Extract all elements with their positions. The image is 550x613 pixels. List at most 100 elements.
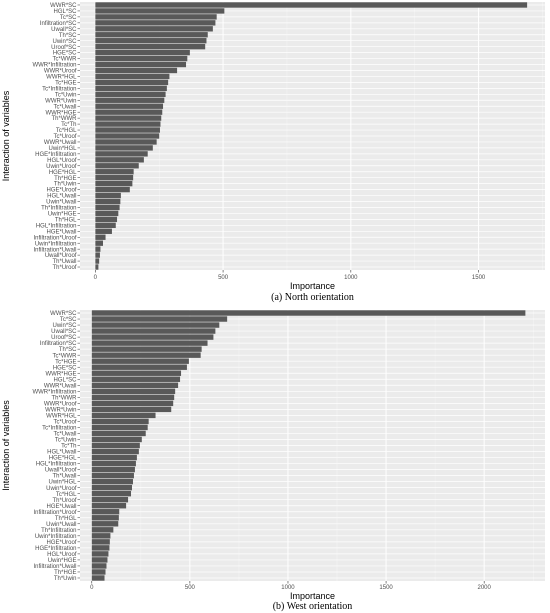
category-label: Tc*Uwall: [53, 432, 76, 438]
category-label: Tc*Uroof: [53, 420, 76, 426]
category-label: Th*HGL: [55, 516, 77, 522]
bar-th-x-uwall: [95, 258, 100, 264]
bar-th-x-sc: [95, 32, 208, 38]
category-label: Th*Infiltration: [41, 206, 76, 212]
category-label: Uwin*HGL: [48, 146, 77, 152]
category-label: Th*Uwin: [54, 576, 77, 582]
bar-uwall-x-uroof: [95, 252, 100, 258]
bar-hge-x-uwall: [95, 228, 112, 234]
bar-hgl-x-uwall: [95, 192, 121, 199]
category-label: WWR*HGE: [46, 371, 77, 377]
category-label: Th*WWR: [52, 395, 78, 401]
bar-th-x-hgl: [91, 515, 119, 521]
bar-tc-x-th: [95, 121, 161, 127]
x-tick-label: 1500: [379, 585, 393, 591]
bar-wwr-x-uwall: [91, 382, 179, 388]
bar-hgl-x-infiltration: [95, 222, 116, 229]
category-label: Th*Infiltration: [41, 528, 76, 534]
category-label: Uwall*Uroof: [45, 468, 77, 474]
bar-uwall-x-sc: [91, 328, 216, 334]
category-label: Tc*Infiltration: [42, 86, 76, 92]
bar-hgl-x-infiltration: [91, 460, 136, 467]
bar-hgl-x-uroof: [91, 551, 109, 557]
bar-uwall-x-sc: [95, 26, 213, 32]
category-label: WWR*HGE: [46, 110, 77, 116]
bar-tc-x-uwin: [91, 436, 142, 443]
category-label: Tc*Uwall: [53, 104, 76, 110]
x-axis-title: Importance: [290, 281, 335, 291]
bar-th-x-wwr: [91, 394, 175, 401]
bar-tc-x-hge: [91, 358, 189, 364]
bar-th-x-uwin: [95, 180, 133, 187]
bar-th-x-hge: [91, 569, 106, 575]
category-label: Infiltration*Uwall: [33, 247, 76, 253]
bar-hge-x-uroof: [95, 186, 130, 193]
category-label: Th*Uwin: [54, 182, 77, 188]
category-label: HGL*Uroof: [47, 552, 77, 558]
bar-wwr-x-uwin: [95, 97, 165, 103]
bar-wwr-x-infiltration: [95, 61, 187, 68]
category-label: HGL*SC: [53, 377, 77, 383]
category-label: Tc*Uwin: [55, 438, 77, 444]
bar-th-x-hge: [95, 175, 134, 181]
bar-tc-x-infiltration: [95, 85, 167, 92]
category-label: HGE*Uroof: [46, 188, 76, 194]
category-label: Tc*WWR: [53, 353, 78, 359]
bar-uwin-x-uroof: [95, 163, 139, 169]
category-label: Infiltration*Uroof: [33, 235, 76, 241]
category-label: HGL*Infiltration: [36, 462, 77, 468]
bar-hge-x-infiltration: [91, 545, 110, 551]
category-label: Tc*HGL: [56, 128, 77, 134]
y-axis-title: Interaction of variables: [1, 90, 11, 181]
bar-hge-x-hgl: [91, 454, 137, 461]
bar-hgl-x-sc: [91, 376, 181, 382]
category-label: HGL*Infiltration: [36, 223, 77, 229]
category-label: WWR*Uwall: [44, 383, 77, 389]
category-label: Th*SC: [59, 347, 77, 353]
bar-tc-x-sc: [95, 14, 217, 20]
bar-hge-x-hgl: [95, 169, 134, 175]
category-label: Th*HGL: [55, 217, 77, 223]
category-label: Tc*SC: [60, 15, 77, 21]
bar-tc-x-wwr: [95, 55, 188, 62]
category-label: Th*HGE: [54, 176, 76, 182]
category-label: Uwall*SC: [51, 329, 77, 335]
x-tick-label: 1500: [472, 275, 486, 281]
category-label: Tc*SC: [60, 317, 77, 323]
category-label: Uwin*HGE: [48, 558, 77, 564]
category-label: Tc*Uroof: [53, 134, 76, 140]
bar-th-x-infiltration: [91, 527, 114, 533]
bar-tc-x-uwall: [91, 430, 146, 437]
bar-wwr-x-uroof: [95, 67, 178, 74]
bar-wwr-x-hgl: [95, 73, 170, 80]
bar-tc-x-wwr: [91, 352, 201, 358]
category-label: Tc*HGE: [55, 81, 76, 87]
bar-tc-x-hgl: [95, 127, 160, 133]
category-label: Uwin*HGE: [48, 212, 77, 218]
bar-uwin-x-hgl: [95, 145, 153, 151]
bar-th-x-uroof: [95, 264, 99, 270]
bar-infiltration-x-sc: [95, 20, 216, 26]
bar-infiltration-x-sc: [91, 340, 208, 346]
bar-hge-x-uroof: [91, 539, 110, 545]
category-label: Tc*WWR: [53, 57, 78, 63]
category-label: Tc*Th: [61, 444, 76, 450]
bar-wwr-x-hgl: [91, 412, 156, 419]
category-label: HGL*Uwall: [47, 194, 76, 200]
category-label: Infiltration*SC: [40, 21, 77, 27]
bar-hge-x-infiltration: [95, 151, 148, 157]
category-label: Th*Uwall: [52, 474, 76, 480]
category-label: Th*Uroof: [52, 265, 76, 271]
category-label: Th*Uroof: [52, 498, 76, 504]
category-label: HGE*SC: [53, 51, 77, 57]
bar-th-x-uwall: [91, 472, 134, 479]
bar-th-x-hgl: [95, 216, 118, 223]
category-label: Th*HGE: [54, 570, 76, 576]
category-label: Tc*Infiltration: [42, 426, 76, 432]
category-label: HGE*Uroof: [46, 540, 76, 546]
bar-wwr-x-uroof: [91, 400, 174, 407]
bar-tc-x-hge: [95, 79, 169, 86]
category-label: HGL*Uroof: [47, 158, 77, 164]
bar-wwr-x-sc: [91, 310, 526, 316]
